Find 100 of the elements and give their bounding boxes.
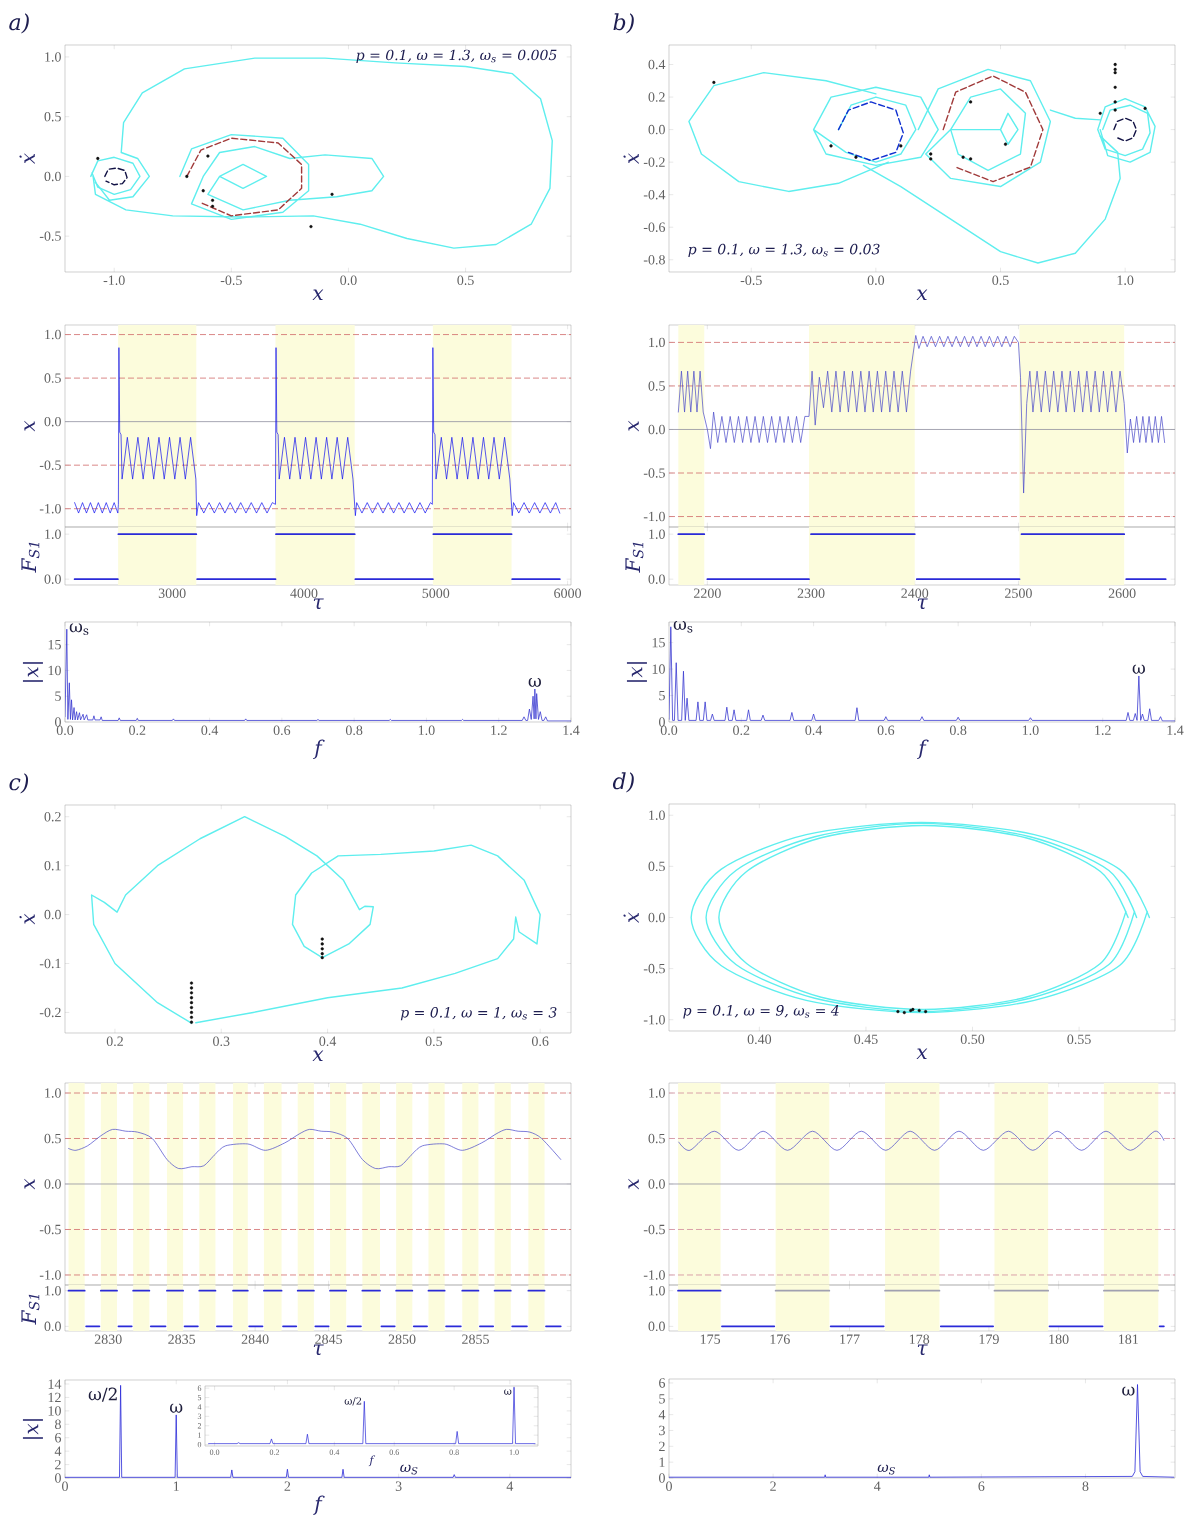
x-tick-label: 0.5	[425, 1036, 443, 1047]
x-tick-label: 0.0	[209, 1449, 220, 1455]
y-tick-label: -0.5	[39, 231, 61, 241]
x-tick-label: 2	[770, 1481, 776, 1491]
x-tick-label: 1.2	[491, 725, 507, 735]
x-axis-title: x	[916, 1048, 928, 1059]
x-tick-label: -0.5	[740, 275, 762, 286]
y-tick-label: 14	[48, 1379, 62, 1389]
x-axis-title: x	[312, 1050, 324, 1061]
y-tick-label: 1	[659, 1457, 665, 1467]
y-tick-label: 0.0	[44, 171, 61, 182]
y-tick-label: 0	[659, 717, 665, 727]
y-tick-label: -0.4	[643, 189, 666, 200]
y-tick-label: 12	[48, 1392, 61, 1403]
y-tick-label: -1.0	[643, 1270, 665, 1280]
x-tick-label: 0.6	[877, 725, 895, 736]
x-tick-label: 4	[873, 1481, 881, 1491]
y-tick-label: 1.0	[45, 329, 61, 340]
y-tick-label: -0.2	[39, 1007, 61, 1018]
y-tick-label: 10	[48, 665, 61, 676]
y-tick-label: 0.5	[648, 861, 665, 872]
y-axis-title: ẋ	[623, 912, 639, 924]
y-axis-title: ẋ	[623, 153, 639, 165]
x-tick-label: 5000	[422, 588, 450, 598]
x-tick-label: 1.0	[1022, 725, 1039, 736]
y-tick-label: 0	[55, 1473, 61, 1483]
y-tick-label: 5	[659, 690, 665, 701]
y-axis-title: |x|	[22, 1419, 43, 1439]
x-tick-label: 0.6	[389, 1449, 400, 1455]
x-tick-label: 2845	[315, 1334, 343, 1344]
x-tick-label: 0.6	[531, 1036, 549, 1047]
annotation: ω$_{s}$	[673, 620, 693, 633]
x-tick-label: 3000	[158, 588, 186, 598]
y-tick-label: -0.5	[643, 1224, 665, 1235]
x-tick-label: 0.5	[992, 275, 1009, 286]
y-tick-label: 0	[659, 1473, 665, 1483]
x-tick-label: 179	[979, 1334, 999, 1344]
x-tick-label: 0.4	[805, 725, 823, 736]
y-tick-label: 0.5	[648, 381, 665, 391]
y-tick-label: 1.0	[649, 1088, 665, 1098]
y-tick-label: -1.0	[643, 1014, 665, 1025]
annotation: ω	[1132, 664, 1145, 674]
y-tick-label: 0	[55, 717, 61, 727]
x-tick-label: 2855	[462, 1334, 489, 1344]
y-axis-title: x	[628, 1178, 639, 1190]
y-tick-label: 5	[197, 1394, 202, 1401]
x-tick-label: 2830	[94, 1334, 122, 1344]
y-axis-title: ẋ	[19, 153, 35, 165]
y-tick-label: 0.1	[44, 860, 61, 871]
x-tick-label: 6000	[554, 588, 582, 598]
y-tick-label: 6	[55, 1433, 62, 1443]
y-tick-label: -1.0	[39, 503, 61, 514]
y-tick-label: 0.5	[648, 1133, 665, 1144]
x-tick-label: 0.5	[457, 275, 474, 286]
chart-title: c)	[9, 773, 29, 794]
y-tick-label: -0.5	[39, 460, 61, 470]
y-axis-title: F$_{S1}$	[21, 1294, 40, 1325]
x-tick-label: 177	[840, 1334, 860, 1344]
y-tick-label: 1.0	[649, 529, 665, 539]
y-tick-label: 10	[652, 664, 665, 674]
y-tick-label: 5	[55, 691, 61, 701]
y-axis-title: |x|	[22, 662, 43, 682]
annotation: p = 0.1, ω = 9, ω$_{s}$ = 4	[683, 1005, 839, 1019]
x-tick-label: 180	[1049, 1334, 1069, 1344]
y-tick-label: 0.2	[44, 811, 61, 822]
annotation: ω/2	[344, 1397, 362, 1406]
x-tick-label: 0.4	[319, 1036, 337, 1047]
x-tick-label: 1.0	[509, 1449, 519, 1455]
x-tick-label: 0.8	[449, 1449, 459, 1455]
x-axis-title: τ	[917, 1344, 928, 1355]
x-tick-label: 0.8	[949, 725, 967, 736]
x-tick-label: 0.45	[854, 1034, 878, 1045]
y-tick-label: 0.5	[44, 111, 61, 122]
x-tick-label: 0.40	[747, 1034, 772, 1045]
y-tick-label: 0.0	[648, 1179, 665, 1189]
y-tick-label: 15	[652, 637, 665, 648]
y-tick-label: 5	[659, 1394, 665, 1404]
x-axis-title: f	[313, 1495, 325, 1515]
x-axis-title: x	[312, 289, 324, 300]
y-tick-label: 0.5	[44, 373, 61, 383]
annotation: ω	[504, 1389, 512, 1395]
annotation: p = 0.1, ω = 1, ω$_{s}$ = 3	[400, 1007, 557, 1021]
y-tick-label: -0.5	[39, 1224, 61, 1235]
y-tick-label: 2	[55, 1459, 61, 1470]
annotation: ω/2	[88, 1387, 117, 1402]
x-tick-label: 0.2	[129, 725, 146, 736]
y-tick-label: 0.0	[44, 574, 61, 584]
y-axis-title: ẋ	[19, 913, 35, 925]
x-axis-title: τ	[313, 598, 324, 609]
x-tick-label: 4000	[290, 588, 318, 598]
y-tick-label: 0.0	[44, 909, 61, 920]
y-axis-title: x	[24, 420, 35, 432]
y-tick-label: 0.5	[44, 1133, 61, 1144]
y-tick-label: 1.0	[45, 529, 61, 539]
x-tick-label: 0.2	[269, 1449, 280, 1455]
annotation: ω	[1122, 1386, 1135, 1396]
chart-title: b)	[613, 13, 634, 34]
y-tick-label: 0.0	[44, 416, 61, 427]
x-tick-label: 0.4	[329, 1449, 340, 1455]
x-tick-label: 2	[284, 1481, 291, 1491]
